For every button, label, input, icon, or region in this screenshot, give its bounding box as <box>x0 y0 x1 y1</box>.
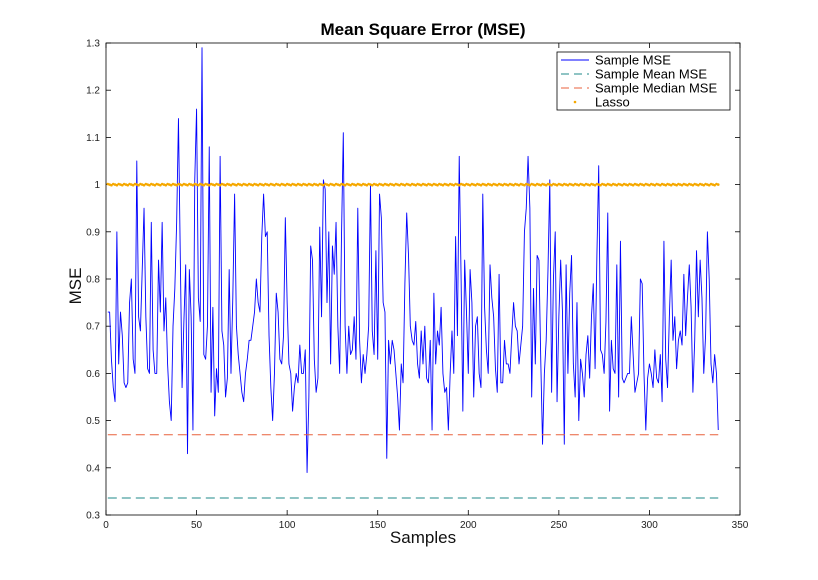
y-tick-label: 1 <box>94 180 100 191</box>
x-tick-label: 200 <box>460 520 477 531</box>
x-tick-label: 350 <box>732 520 749 531</box>
y-axis-label: MSE <box>66 268 85 305</box>
legend-swatch <box>573 100 577 104</box>
legend-label: Sample MSE <box>595 53 671 68</box>
x-tick-label: 300 <box>641 520 658 531</box>
y-tick-label: 0.4 <box>86 463 100 474</box>
lasso-point <box>716 183 720 186</box>
series-markers-lasso <box>106 182 720 187</box>
y-tick-label: 0.9 <box>86 227 100 238</box>
series-line-sample-mse <box>107 47 719 473</box>
y-tick-label: 1.2 <box>86 86 100 97</box>
plot-frame <box>105 42 741 516</box>
x-tick-label: 150 <box>369 520 386 531</box>
y-tick-label: 1.1 <box>86 133 100 144</box>
legend-label: Sample Mean MSE <box>595 67 707 82</box>
x-tick-label: 0 <box>103 520 109 531</box>
y-tick-label: 0.6 <box>86 369 100 380</box>
x-tick-label: 250 <box>551 520 568 531</box>
chart-title: Mean Square Error (MSE) <box>321 20 526 39</box>
y-tick-label: 0.8 <box>86 275 100 286</box>
y-tick-label: 0.3 <box>86 511 100 522</box>
y-tick-label: 0.5 <box>86 416 100 427</box>
y-tick-label: 0.7 <box>86 322 100 333</box>
y-axis-ticks: 0.3 0.4 0.5 0.6 0.7 0.8 0.9 1 1.1 1.2 1.3 <box>86 39 740 522</box>
x-axis-label: Samples <box>390 528 456 547</box>
x-axis-ticks: 0 50 100 150 200 250 300 350 <box>103 43 749 531</box>
series-layer <box>106 47 720 499</box>
x-tick-label: 50 <box>191 520 203 531</box>
y-tick-label: 1.3 <box>86 39 100 50</box>
x-tick-label: 100 <box>279 520 296 531</box>
legend-label: Lasso <box>595 95 630 110</box>
legend-label: Sample Median MSE <box>595 81 717 96</box>
legend-box <box>556 51 731 111</box>
